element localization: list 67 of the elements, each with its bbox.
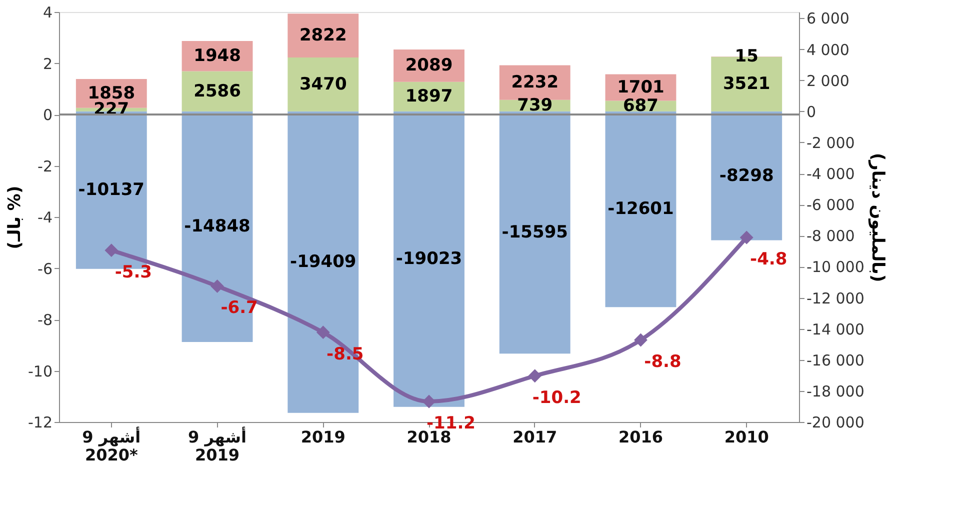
y-tick-label: -4 xyxy=(38,208,52,226)
y-tick-label: 4 xyxy=(42,4,52,22)
data-label: -8298 xyxy=(719,166,774,186)
point xyxy=(528,369,542,383)
data-label: 687 xyxy=(622,96,658,116)
data-label: 2822 xyxy=(299,26,347,46)
data-label: -5.3 xyxy=(114,262,152,282)
x-tick-label: 2017 xyxy=(512,428,558,446)
point xyxy=(740,230,754,244)
y-tick-label: -8 xyxy=(38,311,52,329)
data-label: 2232 xyxy=(511,72,559,93)
y2-tick-label: -12 000 xyxy=(806,289,864,308)
y-tick-label: 2 xyxy=(42,54,52,73)
y2-tick-label: -4 000 xyxy=(806,165,855,184)
data-label: -19023 xyxy=(396,249,462,270)
y2-tick-label: 4 000 xyxy=(806,40,850,59)
y2-tick-label: 6 000 xyxy=(806,10,850,28)
y2-tick-label: 2 000 xyxy=(806,72,850,90)
y2-tick-label: -10 000 xyxy=(806,258,864,276)
data-label: -10137 xyxy=(78,180,145,200)
y2-tick-label: 0 xyxy=(806,102,816,121)
data-label: 3521 xyxy=(722,74,770,94)
point xyxy=(210,279,224,293)
data-label: -15595 xyxy=(502,222,568,242)
data-label: 15 xyxy=(734,46,758,67)
data-label: 2586 xyxy=(194,81,241,102)
y-tick-label: -6 xyxy=(38,260,52,278)
data-label: -19409 xyxy=(290,252,356,272)
y2-tick-label: -6 000 xyxy=(806,196,855,214)
data-label: -6.7 xyxy=(220,298,258,318)
point xyxy=(104,244,118,258)
y2-axis-title: (بالمليون دينار) xyxy=(867,152,888,282)
point xyxy=(316,326,330,340)
bar xyxy=(605,111,676,308)
x-tick-label: 2019 xyxy=(300,428,346,446)
data-label: -14848 xyxy=(184,216,250,237)
y2-tick-label: -20 000 xyxy=(806,414,864,432)
data-label: -4.8 xyxy=(750,250,788,270)
data-label: -10.2 xyxy=(532,388,582,408)
data-label: -8.8 xyxy=(644,352,682,372)
x-tick-label: 2010 xyxy=(724,428,769,446)
data-label: 1701 xyxy=(617,78,664,98)
bar xyxy=(288,14,359,58)
bar xyxy=(711,111,782,240)
data-label: 1948 xyxy=(194,46,241,66)
data-label: 2089 xyxy=(405,56,453,76)
y-tick-label: -12 xyxy=(28,414,52,432)
point xyxy=(634,333,648,347)
y2-tick-label: -8 000 xyxy=(806,227,855,246)
y2-tick-label: -16 000 xyxy=(806,351,864,370)
y-tick-label: -10 xyxy=(28,362,52,380)
y2-tick-label: -2 000 xyxy=(806,134,855,152)
data-label: 739 xyxy=(517,96,553,116)
data-label: -8.5 xyxy=(326,344,364,364)
data-label: -12601 xyxy=(608,199,674,220)
y-tick-label: -2 xyxy=(38,157,52,176)
bar xyxy=(499,111,570,354)
x-tick-label: 2016 xyxy=(618,428,663,446)
y2-tick-label: -18 000 xyxy=(806,382,864,400)
bar xyxy=(288,58,359,112)
data-label: 1897 xyxy=(405,86,453,107)
y-axis-title: (بالـ %) xyxy=(5,186,25,250)
y2-tick-label: -14 000 xyxy=(806,320,864,338)
y-tick-label: 0 xyxy=(42,106,52,124)
bar xyxy=(394,111,464,407)
point xyxy=(422,394,436,408)
data-label: 3470 xyxy=(299,74,347,94)
